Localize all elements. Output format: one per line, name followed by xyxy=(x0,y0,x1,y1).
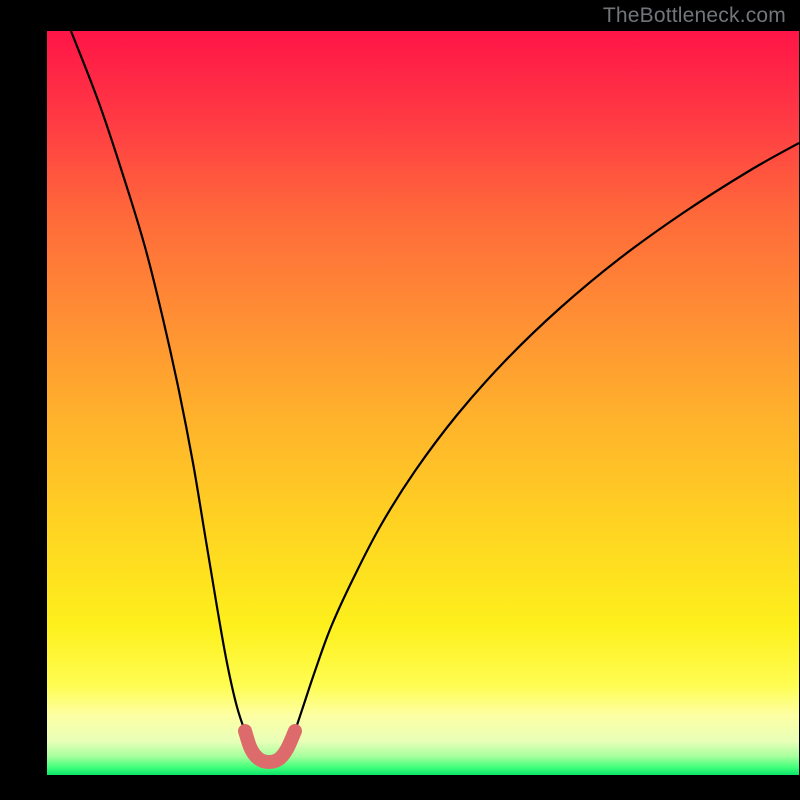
watermark-text: TheBottleneck.com xyxy=(603,4,786,28)
gradient-background xyxy=(47,31,799,775)
plot-svg xyxy=(47,31,799,775)
plot-frame xyxy=(44,28,796,772)
